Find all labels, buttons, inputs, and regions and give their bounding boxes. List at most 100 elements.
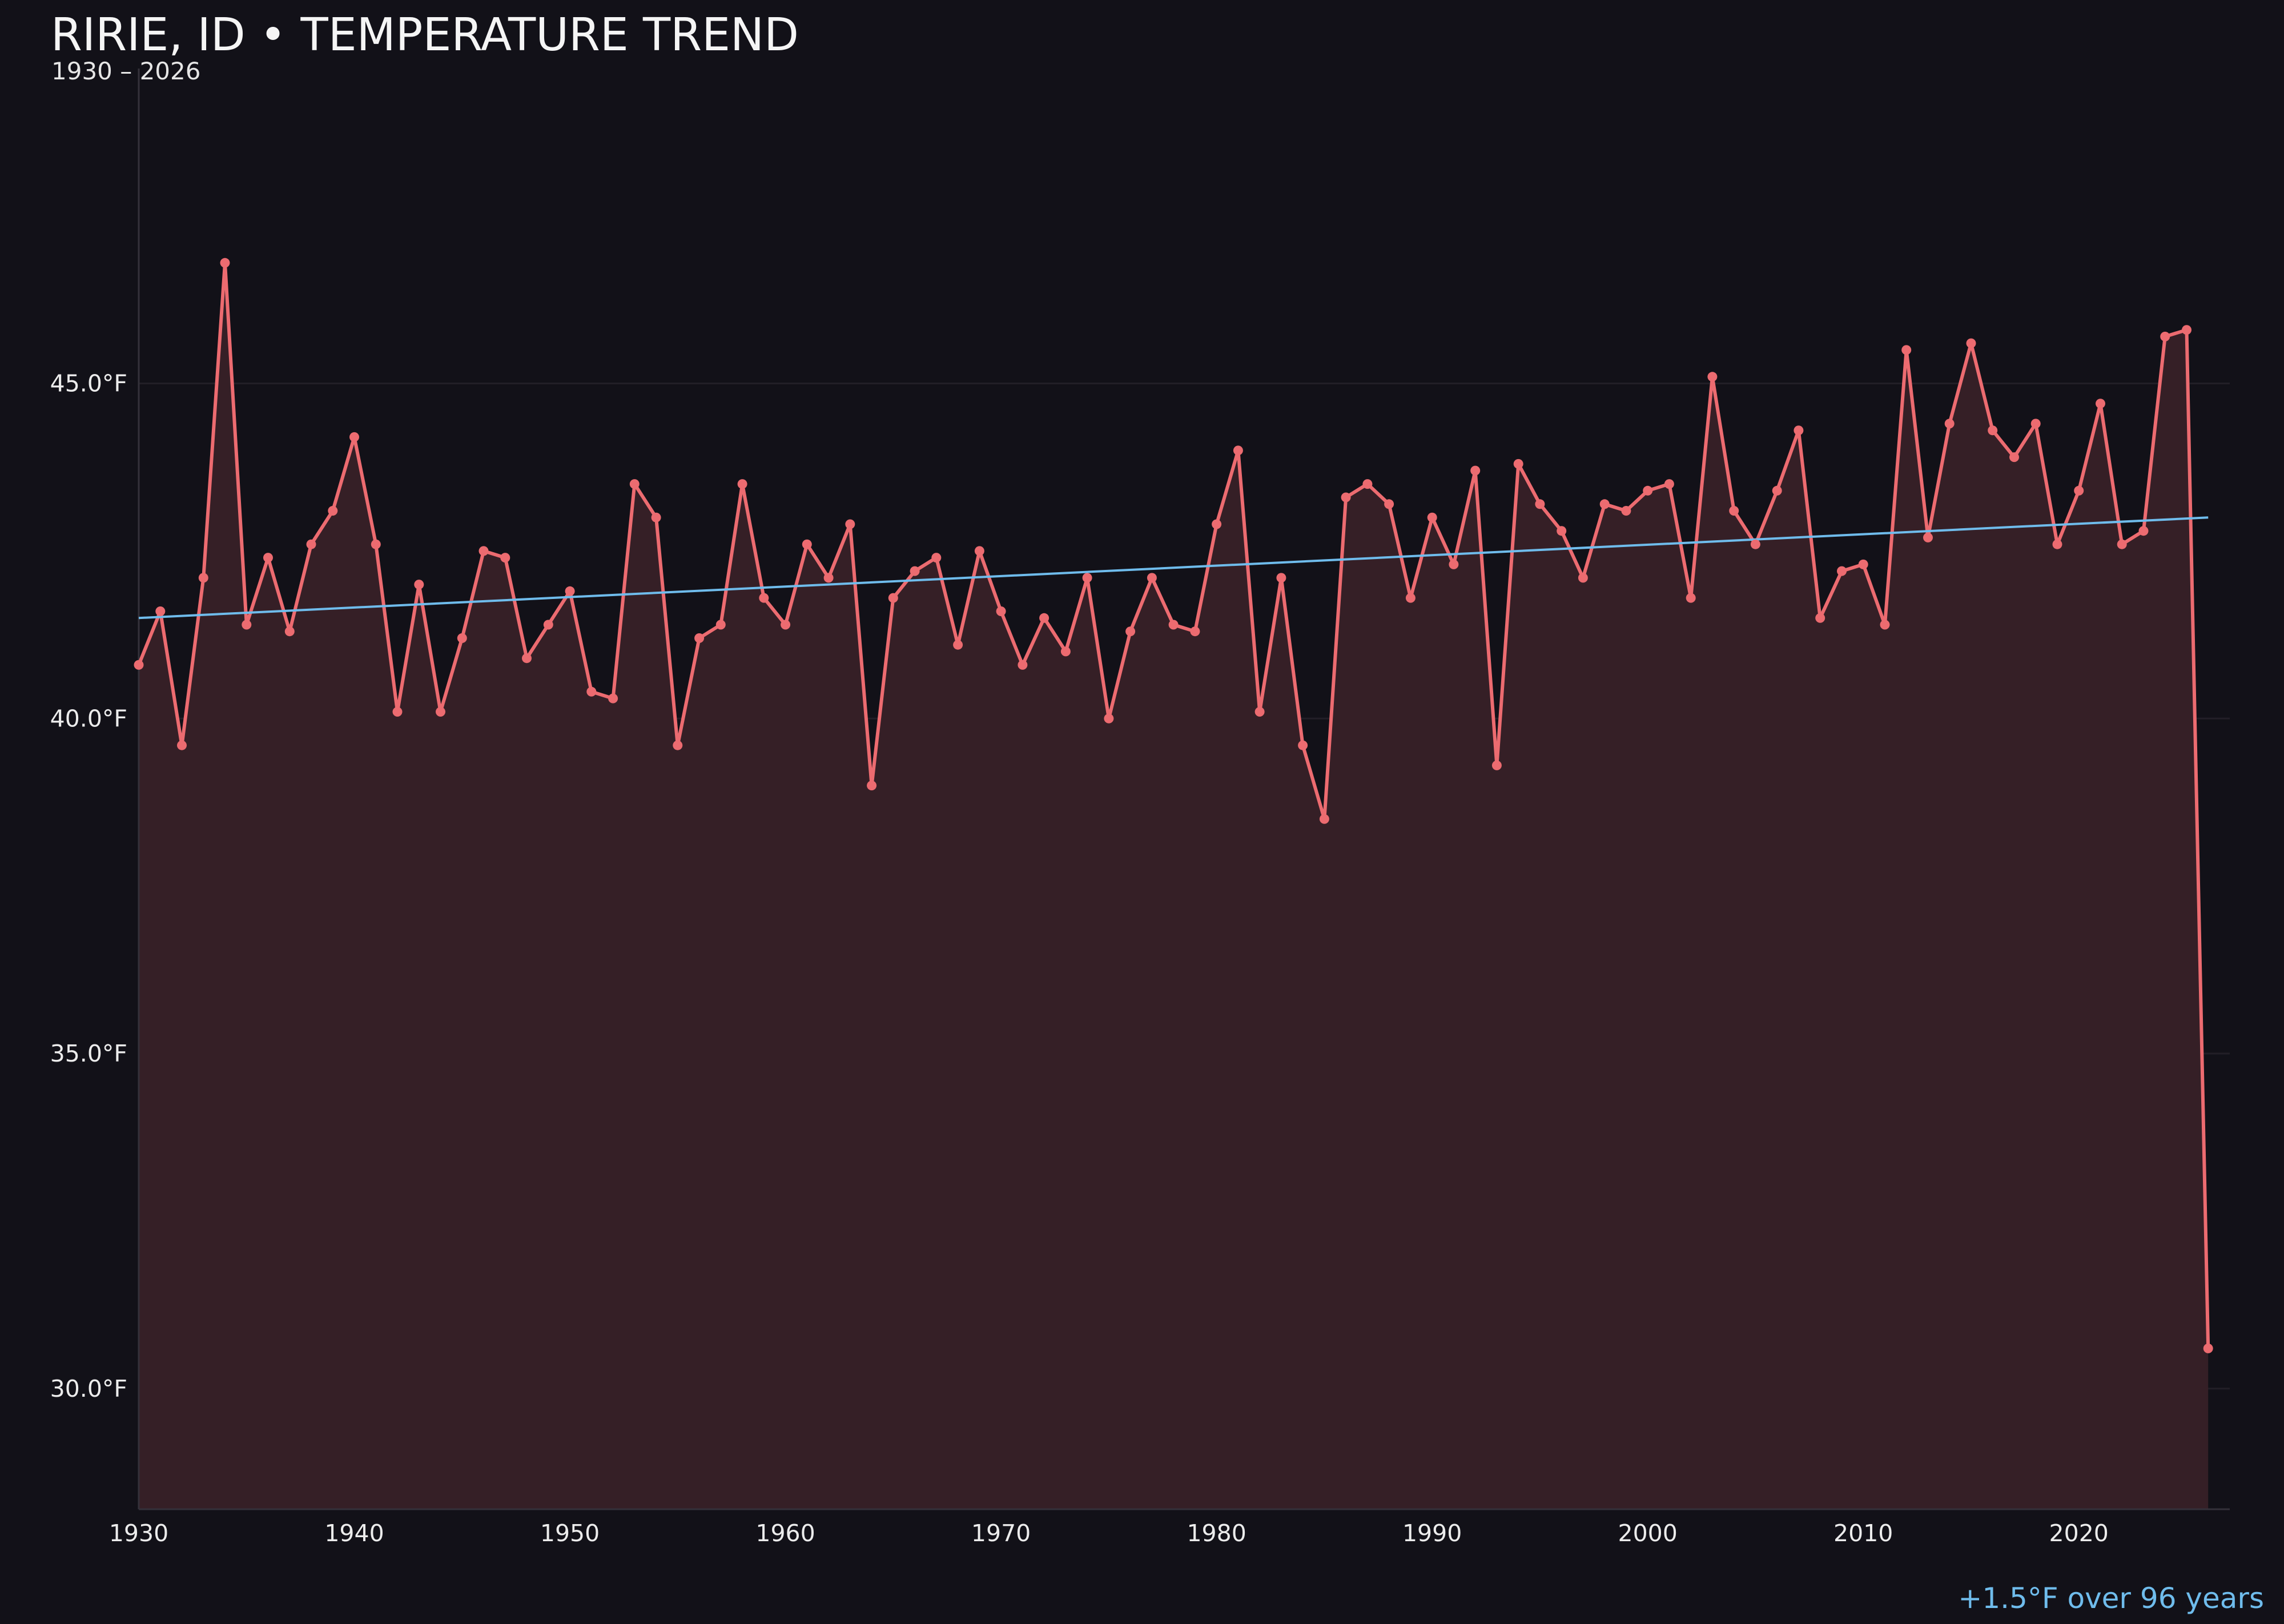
data-point	[1880, 620, 1890, 630]
data-point	[1405, 593, 1416, 603]
data-point	[522, 653, 532, 664]
data-point	[1319, 814, 1329, 824]
data-point	[565, 586, 575, 596]
data-point	[1858, 559, 1868, 569]
data-point	[586, 686, 597, 697]
data-point	[1104, 713, 1114, 723]
y-tick-label: 40.0°F	[50, 705, 127, 732]
data-point	[1988, 425, 1998, 436]
data-point	[1233, 445, 1243, 456]
data-point	[1729, 506, 1739, 516]
data-point	[1190, 626, 1200, 637]
data-point	[2203, 1343, 2213, 1353]
data-point	[1535, 499, 1545, 509]
data-point	[500, 553, 510, 563]
data-point	[931, 553, 942, 563]
data-point	[2138, 526, 2149, 536]
data-point	[629, 479, 640, 489]
data-point	[414, 580, 424, 590]
data-point	[673, 740, 683, 750]
data-point	[198, 573, 208, 583]
data-point	[220, 258, 230, 268]
x-tick-label: 1970	[971, 1520, 1031, 1547]
data-point	[371, 539, 381, 549]
data-point	[2117, 539, 2127, 549]
data-point	[306, 539, 316, 549]
data-point	[1362, 479, 1373, 489]
data-point	[436, 707, 445, 717]
data-point	[328, 506, 338, 516]
chart-title: RIRIE, ID • TEMPERATURE TREND	[51, 9, 799, 61]
data-point	[177, 740, 187, 750]
data-point	[651, 512, 661, 522]
data-point	[1794, 425, 1804, 436]
data-point	[2009, 452, 2019, 463]
data-point	[2030, 419, 2041, 429]
x-tick-label: 2010	[1833, 1520, 1893, 1547]
x-tick-label: 1980	[1187, 1520, 1246, 1547]
data-point	[478, 546, 489, 556]
data-point	[953, 640, 963, 650]
data-point	[242, 620, 252, 630]
x-tick-label: 1940	[324, 1520, 384, 1547]
data-point	[1599, 499, 1610, 509]
data-point	[1923, 532, 1933, 542]
data-point	[1772, 485, 1782, 496]
data-point	[1750, 539, 1760, 549]
data-point	[1060, 646, 1071, 657]
data-point	[1427, 512, 1437, 522]
data-point	[759, 593, 769, 603]
data-point	[802, 539, 812, 549]
data-point	[888, 593, 898, 603]
data-point	[1686, 593, 1696, 603]
trend-annotation: +1.5°F over 96 years	[1958, 1582, 2264, 1615]
data-point	[134, 660, 144, 670]
data-point	[349, 432, 359, 442]
data-point	[1276, 573, 1286, 583]
y-axis: 30.0°F 35.0°F 40.0°F 45.0°F	[50, 370, 127, 1402]
data-point	[1384, 499, 1394, 509]
data-point	[1470, 465, 1481, 476]
data-point	[457, 633, 467, 643]
data-point	[1125, 626, 1136, 637]
chart-subtitle: 1930 – 2026	[51, 57, 201, 85]
data-point	[694, 633, 705, 643]
data-point	[910, 566, 920, 576]
data-point	[1341, 492, 1351, 503]
data-point	[823, 573, 834, 583]
data-point	[1491, 760, 1502, 770]
data-point	[1254, 707, 1265, 717]
x-tick-label: 1950	[540, 1520, 600, 1547]
data-point	[1944, 419, 1955, 429]
data-point	[1966, 338, 1976, 348]
data-point	[1212, 519, 1222, 529]
data-point	[1643, 485, 1653, 496]
x-tick-label: 1990	[1402, 1520, 1462, 1547]
data-point	[1082, 573, 1092, 583]
data-point	[1449, 559, 1459, 569]
data-point	[2052, 539, 2062, 549]
y-tick-label: 30.0°F	[50, 1375, 127, 1402]
data-point	[1621, 506, 1631, 516]
data-point	[1018, 660, 1028, 670]
x-tick-label: 1960	[755, 1520, 815, 1547]
data-point	[2160, 331, 2170, 341]
x-tick-label: 2000	[1618, 1520, 1678, 1547]
data-point	[1513, 459, 1523, 469]
x-axis: 1930 1940 1950 1960 1970 1980 1990 2000 2010 2020	[109, 1520, 2109, 1547]
data-point	[1298, 740, 1308, 750]
data-point	[543, 620, 553, 630]
data-point	[1039, 613, 1049, 623]
data-point	[1901, 345, 1912, 355]
data-point	[2182, 325, 2191, 335]
data-point	[1664, 479, 1674, 489]
y-tick-label: 45.0°F	[50, 370, 127, 397]
trend-line	[138, 516, 2209, 620]
data-point	[1815, 613, 1825, 623]
data-point	[974, 546, 984, 556]
data-point	[867, 781, 877, 791]
data-point	[737, 479, 747, 489]
data-point	[1168, 620, 1179, 630]
data-point	[1707, 372, 1718, 382]
